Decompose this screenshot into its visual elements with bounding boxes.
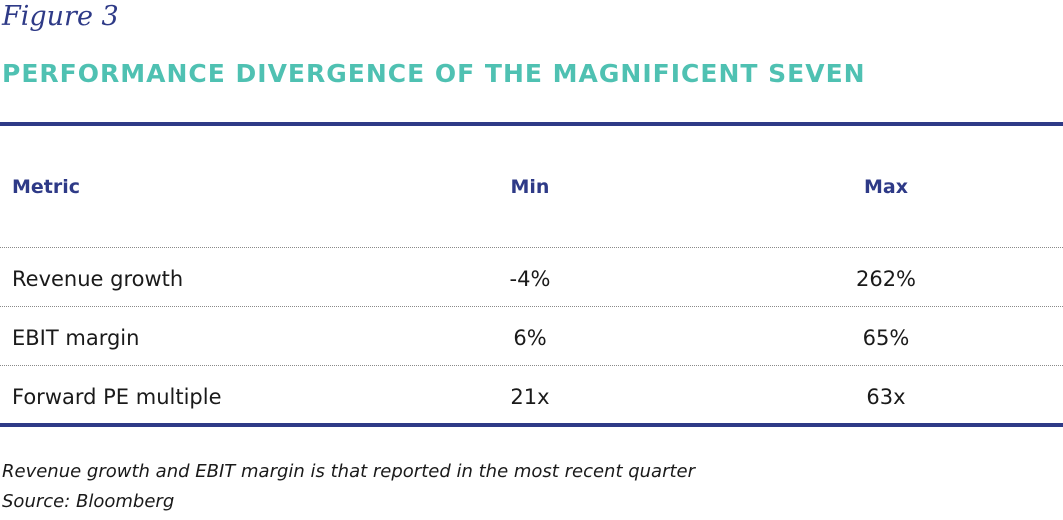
footnote-source: Source: Bloomberg bbox=[2, 491, 175, 512]
row-divider bbox=[0, 365, 1063, 366]
column-header-min: Min bbox=[510, 176, 550, 198]
table-row-min: 6% bbox=[513, 326, 547, 350]
column-header-max: Max bbox=[864, 176, 908, 198]
table-row-metric: Forward PE multiple bbox=[12, 385, 222, 409]
table-row-max: 65% bbox=[862, 326, 910, 350]
table-row-max: 63x bbox=[866, 385, 906, 409]
table-bottom-rule bbox=[0, 423, 1063, 427]
footnote-note: Revenue growth and EBIT margin is that r… bbox=[2, 461, 696, 482]
table-row-metric: Revenue growth bbox=[12, 267, 184, 291]
table-row-min: 21x bbox=[510, 385, 550, 409]
page-title: PERFORMANCE DIVERGENCE OF THE MAGNIFICEN… bbox=[2, 59, 866, 88]
header-divider bbox=[0, 247, 1063, 248]
table-row-max: 262% bbox=[855, 267, 917, 291]
row-divider bbox=[0, 306, 1063, 307]
figure-label: Figure 3 bbox=[2, 1, 119, 32]
table-top-rule bbox=[0, 122, 1063, 126]
column-header-metric: Metric bbox=[12, 176, 81, 198]
table-row-min: -4% bbox=[509, 267, 551, 291]
table-row-metric: EBIT margin bbox=[12, 326, 140, 350]
